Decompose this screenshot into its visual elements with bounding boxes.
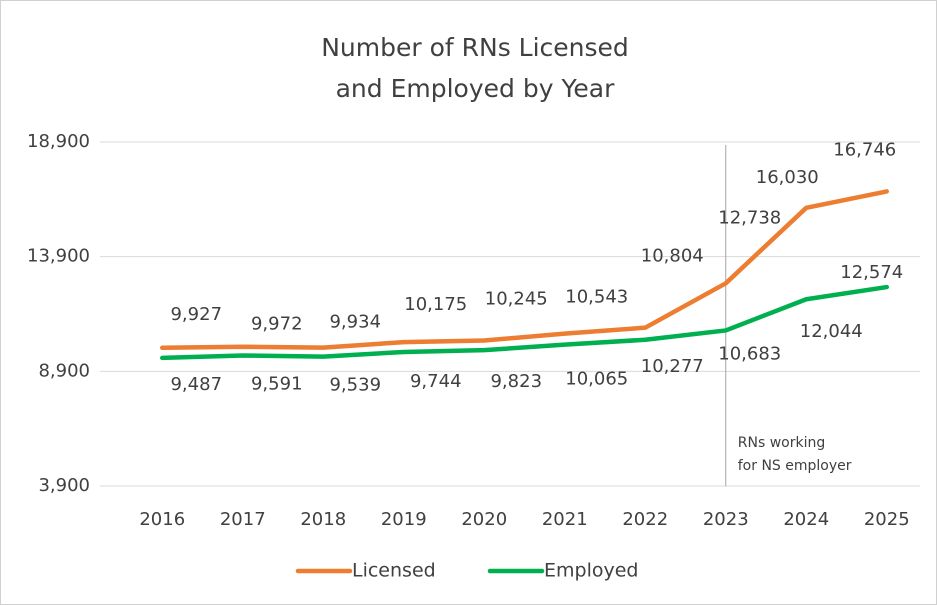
x-tick-label: 2019 <box>381 509 427 530</box>
data-label: 10,543 <box>565 287 628 308</box>
x-tick-label: 2022 <box>622 509 668 530</box>
data-label: 9,823 <box>490 371 542 392</box>
data-label: 10,683 <box>718 343 781 364</box>
x-tick-label: 2024 <box>783 509 829 530</box>
x-tick-label: 2018 <box>300 509 346 530</box>
data-label: 12,574 <box>840 262 903 283</box>
chart-title: Number of RNs Licensed <box>321 33 629 62</box>
data-label: 12,738 <box>718 207 781 228</box>
data-label: 10,245 <box>485 288 548 309</box>
annotation-text: RNs working <box>738 435 825 451</box>
data-label: 9,927 <box>170 304 222 325</box>
legend-label: Employed <box>544 560 638 582</box>
data-label: 10,804 <box>641 246 704 267</box>
x-tick-label: 2020 <box>461 509 507 530</box>
data-label: 10,277 <box>641 356 704 377</box>
x-tick-label: 2016 <box>139 509 185 530</box>
data-label: 9,487 <box>170 374 222 395</box>
x-tick-label: 2017 <box>220 509 266 530</box>
data-label: 12,044 <box>800 321 863 342</box>
y-tick-label: 8,900 <box>38 360 90 381</box>
data-label: 9,539 <box>329 375 381 396</box>
data-label: 10,065 <box>565 369 628 390</box>
data-label: 9,972 <box>251 314 303 335</box>
annotation-text: for NS employer <box>738 458 852 474</box>
data-label: 9,934 <box>329 312 381 333</box>
data-label: 9,591 <box>251 373 303 394</box>
data-label: 16,030 <box>756 167 819 188</box>
data-label: 10,175 <box>404 294 467 315</box>
y-tick-label: 18,900 <box>27 131 90 152</box>
y-tick-label: 13,900 <box>27 246 90 267</box>
data-label: 9,744 <box>410 371 462 392</box>
x-tick-label: 2021 <box>542 509 588 530</box>
x-tick-label: 2025 <box>864 509 910 530</box>
series-line <box>160 189 889 351</box>
chart-title: and Employed by Year <box>336 74 615 103</box>
y-tick-label: 3,900 <box>38 475 90 496</box>
data-label: 16,746 <box>833 139 896 160</box>
x-tick-label: 2023 <box>703 509 749 530</box>
series-line <box>160 284 889 361</box>
legend-label: Licensed <box>352 560 436 582</box>
